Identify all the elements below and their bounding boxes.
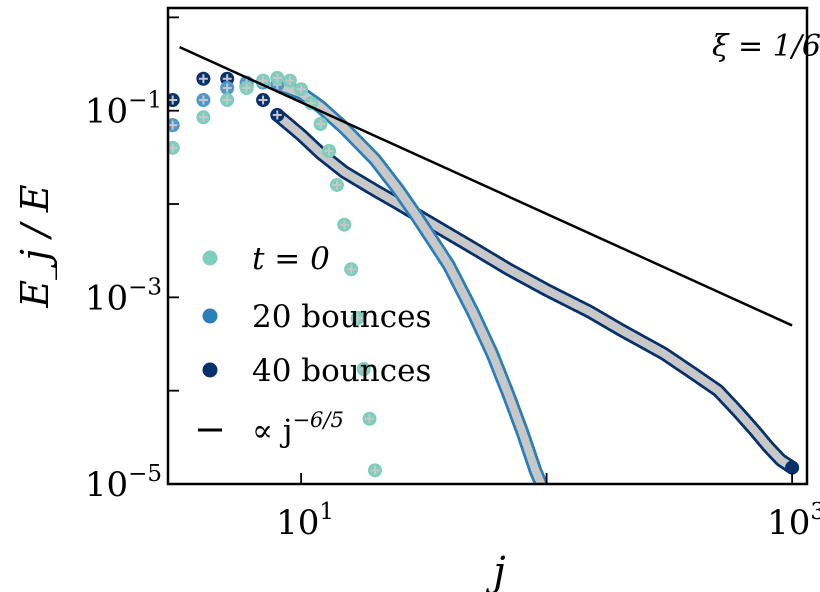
series-t0-plus — [272, 73, 282, 83]
x-axis-label: j — [485, 549, 505, 592]
series-20-bounces-plus — [198, 95, 208, 105]
legend-label: t = 0 — [252, 241, 330, 277]
series-40-bounces-plus — [258, 95, 268, 105]
series-t0-plus — [222, 95, 232, 105]
y-tick-label: 10−1 — [85, 88, 162, 132]
y-axis-label: E_j / E — [13, 184, 58, 308]
powerlaw-line — [179, 45, 793, 327]
x-tick-label: 101 — [276, 499, 334, 543]
series-t0-plus — [365, 414, 375, 424]
series-40-bounces-markers — [168, 71, 285, 122]
annotation-xi: ξ = 1/6 — [712, 29, 820, 64]
series-t0-plus — [339, 220, 349, 230]
series-40-bounces-plus — [168, 95, 178, 105]
x-tick-label: 103 — [767, 499, 820, 543]
series-t0-plus — [168, 143, 178, 153]
series-40-bounces-overlay — [273, 110, 797, 472]
series-t0-plus — [353, 313, 363, 323]
legend-marker — [202, 250, 218, 266]
series-20-bounces-plus — [222, 83, 232, 93]
series-t0-plus — [258, 76, 268, 86]
series-layer — [168, 45, 800, 484]
series-40-bounces-plus — [198, 74, 208, 84]
series-t0-plus — [359, 364, 369, 374]
y-tick-label: 10−3 — [85, 274, 162, 318]
series-t0-plus — [316, 119, 326, 129]
series-t0-plus — [324, 146, 334, 156]
tick-layer: 101 103 10−1 10−3 10−5 — [85, 16, 820, 543]
legend-label: ∝ j−6/5 — [252, 408, 344, 449]
series-t0-plus — [332, 180, 342, 190]
series-t0-plus — [370, 465, 380, 475]
legend-label: 40 bounces — [252, 353, 431, 389]
series-40-bounces-plus — [272, 110, 282, 120]
plot-frame — [166, 6, 809, 486]
series-t0-plus — [242, 83, 252, 93]
series-t0-plus — [198, 112, 208, 122]
label-layer: j E_j / E ξ = 1/6 — [13, 29, 820, 592]
series-40-bounces-end-point — [785, 460, 800, 475]
y-tick-label: 10−5 — [85, 461, 162, 505]
legend-marker — [202, 362, 218, 378]
legend-marker — [202, 308, 218, 324]
series-t0-plus — [296, 84, 306, 94]
legend-label: 20 bounces — [252, 299, 431, 335]
legend: t = 0 20 bounces 40 bounces ∝ j−6/5 — [198, 241, 431, 449]
series-t0-plus — [346, 264, 356, 274]
series-20-bounces-plus — [168, 120, 178, 130]
series-t0-plus — [285, 76, 295, 86]
series-t0-markers — [168, 70, 382, 478]
